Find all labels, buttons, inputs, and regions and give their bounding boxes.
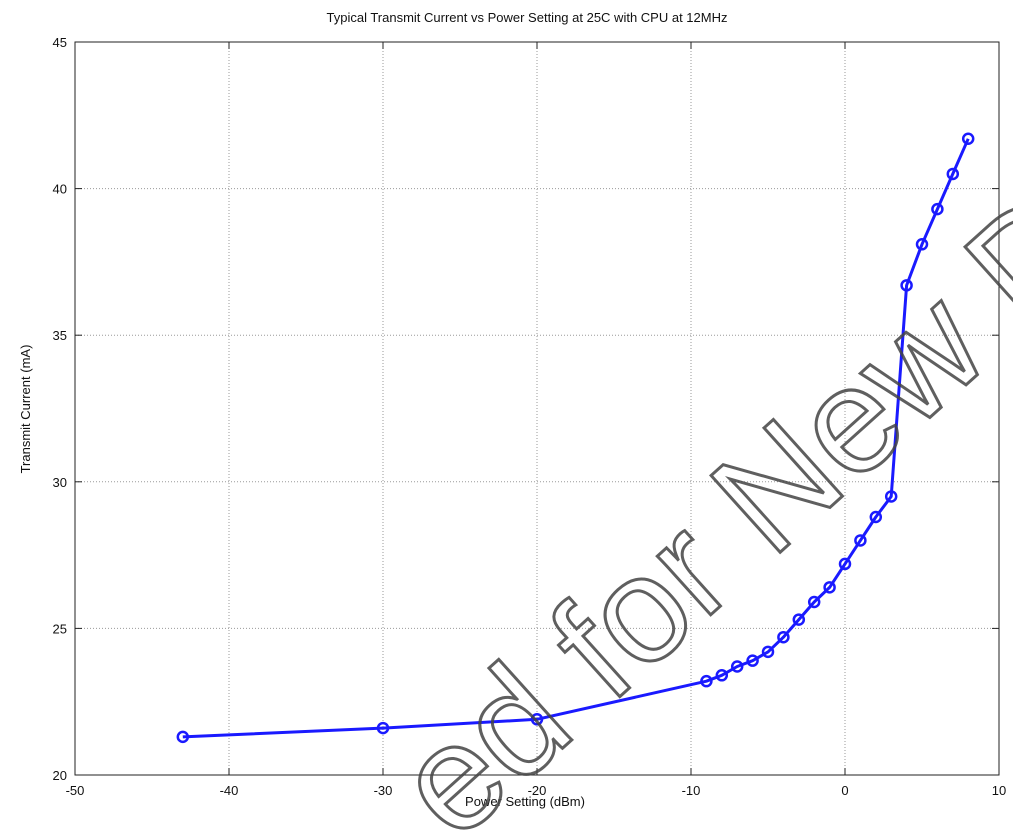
data-point <box>792 613 806 626</box>
data-point <box>884 490 898 503</box>
x-tick-label: -20 <box>528 783 547 798</box>
data-point <box>900 279 913 292</box>
y-tick-label: 40 <box>53 182 67 197</box>
data-point <box>746 654 759 667</box>
data-point <box>715 669 729 682</box>
x-tick-label: -10 <box>682 783 701 798</box>
y-tick-label: 35 <box>53 328 67 343</box>
y-tick-label: 45 <box>53 35 67 50</box>
data-point <box>869 510 883 524</box>
data-point <box>777 630 790 644</box>
data-point <box>931 202 944 216</box>
x-tick-label: -50 <box>66 783 85 798</box>
data-point <box>530 713 544 726</box>
data-point <box>176 730 190 744</box>
x-axis-ticks: -50 -40 -30 -20 -10 0 10 <box>66 42 1006 798</box>
x-tick-label: -40 <box>220 783 239 798</box>
data-point <box>807 595 821 609</box>
data-point <box>961 132 975 146</box>
y-axis-label: Transmit Current (mA) <box>18 345 33 474</box>
y-tick-label: 20 <box>53 768 67 783</box>
data-point <box>376 721 390 735</box>
x-tick-label: 0 <box>841 783 848 798</box>
data-point <box>700 674 713 688</box>
data-point <box>854 534 867 547</box>
grid-lines <box>75 42 999 775</box>
data-point <box>946 167 960 181</box>
data-point <box>730 660 744 673</box>
x-tick-label: 10 <box>992 783 1006 798</box>
data-point <box>915 238 929 251</box>
series-group <box>176 132 975 744</box>
x-tick-label: -30 <box>374 783 393 798</box>
data-point <box>838 557 852 571</box>
y-tick-label: 30 <box>53 475 67 490</box>
chart-title: Typical Transmit Current vs Power Settin… <box>327 10 728 25</box>
watermark-text: ed for New De <box>364 102 1013 839</box>
data-point <box>823 581 836 594</box>
y-tick-label: 25 <box>53 621 67 636</box>
x-axis-label: Power Setting (dBm) <box>465 794 585 809</box>
data-point <box>761 645 775 659</box>
y-axis-ticks: 20 25 30 35 40 45 <box>53 35 999 783</box>
